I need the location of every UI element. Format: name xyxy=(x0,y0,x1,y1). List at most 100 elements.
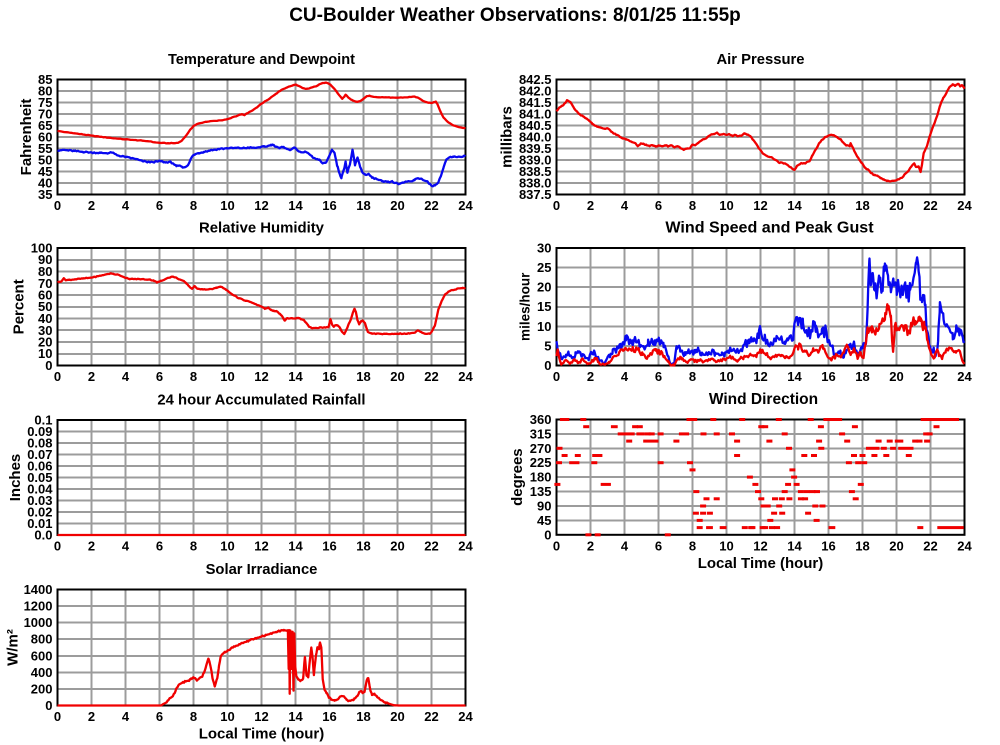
svg-text:4: 4 xyxy=(122,539,130,554)
svg-text:16: 16 xyxy=(322,539,336,554)
svg-text:1200: 1200 xyxy=(24,599,53,614)
svg-text:6: 6 xyxy=(655,198,662,213)
svg-text:8: 8 xyxy=(689,538,696,553)
svg-text:315: 315 xyxy=(530,426,552,441)
svg-text:400: 400 xyxy=(31,665,53,680)
svg-text:0: 0 xyxy=(54,709,61,724)
svg-text:0: 0 xyxy=(553,369,560,384)
svg-text:30: 30 xyxy=(38,323,52,338)
svg-text:1400: 1400 xyxy=(24,582,53,597)
svg-text:60: 60 xyxy=(38,130,52,145)
svg-text:25: 25 xyxy=(537,260,551,275)
svg-text:80: 80 xyxy=(38,264,52,279)
svg-text:22: 22 xyxy=(424,539,438,554)
svg-text:0: 0 xyxy=(544,358,551,373)
svg-text:Inches: Inches xyxy=(7,454,24,502)
svg-text:16: 16 xyxy=(322,709,336,724)
svg-text:10: 10 xyxy=(220,369,234,384)
svg-text:45: 45 xyxy=(38,164,52,179)
svg-text:12: 12 xyxy=(254,369,268,384)
svg-text:0.06: 0.06 xyxy=(27,459,52,474)
svg-text:18: 18 xyxy=(356,198,370,213)
svg-text:10: 10 xyxy=(719,538,733,553)
svg-text:4: 4 xyxy=(621,538,629,553)
svg-text:24: 24 xyxy=(957,198,972,213)
svg-text:6: 6 xyxy=(156,369,163,384)
svg-text:0.02: 0.02 xyxy=(27,505,52,520)
svg-text:12: 12 xyxy=(254,539,268,554)
svg-text:85: 85 xyxy=(38,72,52,87)
svg-text:2: 2 xyxy=(587,198,594,213)
svg-text:0.1: 0.1 xyxy=(34,413,52,428)
svg-text:8: 8 xyxy=(190,539,197,554)
svg-text:20: 20 xyxy=(889,538,903,553)
svg-text:841.0: 841.0 xyxy=(519,107,552,122)
svg-text:8: 8 xyxy=(190,198,197,213)
svg-text:20: 20 xyxy=(889,198,903,213)
svg-text:Wind Speed and Peak Gust: Wind Speed and Peak Gust xyxy=(665,219,874,237)
svg-text:20: 20 xyxy=(390,369,404,384)
svg-text:22: 22 xyxy=(424,369,438,384)
svg-text:35: 35 xyxy=(38,187,52,202)
svg-text:842.5: 842.5 xyxy=(519,72,552,87)
svg-text:180: 180 xyxy=(530,470,552,485)
svg-text:18: 18 xyxy=(855,538,869,553)
svg-text:840.0: 840.0 xyxy=(519,130,552,145)
svg-text:22: 22 xyxy=(923,198,937,213)
svg-text:24: 24 xyxy=(957,538,972,553)
svg-text:0: 0 xyxy=(54,198,61,213)
svg-text:20: 20 xyxy=(390,198,404,213)
svg-text:24: 24 xyxy=(458,369,473,384)
svg-text:6: 6 xyxy=(655,538,662,553)
svg-text:0: 0 xyxy=(45,358,52,373)
svg-text:45: 45 xyxy=(537,513,551,528)
svg-text:Air Pressure: Air Pressure xyxy=(716,52,804,68)
svg-text:12: 12 xyxy=(753,369,767,384)
svg-text:10: 10 xyxy=(537,319,551,334)
svg-text:90: 90 xyxy=(38,252,52,267)
svg-text:0: 0 xyxy=(553,538,560,553)
svg-text:16: 16 xyxy=(821,369,835,384)
svg-text:0.09: 0.09 xyxy=(27,424,52,439)
svg-text:millibars: millibars xyxy=(499,106,516,168)
svg-text:Percent: Percent xyxy=(11,279,28,334)
svg-text:0: 0 xyxy=(553,198,560,213)
svg-text:0.08: 0.08 xyxy=(27,436,52,451)
svg-text:Solar Irradiance: Solar Irradiance xyxy=(206,562,318,578)
svg-text:270: 270 xyxy=(530,441,552,456)
svg-text:1000: 1000 xyxy=(24,615,53,630)
svg-text:24: 24 xyxy=(458,198,473,213)
svg-text:14: 14 xyxy=(787,369,802,384)
svg-text:8: 8 xyxy=(689,198,696,213)
svg-text:838.0: 838.0 xyxy=(519,176,552,191)
svg-text:2: 2 xyxy=(88,709,95,724)
svg-text:W/m²: W/m² xyxy=(5,629,22,666)
svg-text:12: 12 xyxy=(753,538,767,553)
svg-text:14: 14 xyxy=(787,538,802,553)
svg-text:20: 20 xyxy=(889,369,903,384)
svg-text:90: 90 xyxy=(537,499,551,514)
svg-text:6: 6 xyxy=(156,198,163,213)
svg-text:0: 0 xyxy=(544,527,551,542)
svg-text:degrees: degrees xyxy=(509,448,526,506)
svg-text:840.5: 840.5 xyxy=(519,118,552,133)
svg-text:225: 225 xyxy=(530,455,552,470)
svg-text:12: 12 xyxy=(254,709,268,724)
svg-text:18: 18 xyxy=(855,198,869,213)
svg-text:80: 80 xyxy=(38,84,52,99)
svg-text:15: 15 xyxy=(537,299,551,314)
svg-text:0.0: 0.0 xyxy=(34,528,52,543)
svg-text:24: 24 xyxy=(458,539,473,554)
svg-text:16: 16 xyxy=(821,198,835,213)
svg-text:30: 30 xyxy=(537,241,551,256)
svg-text:55: 55 xyxy=(38,141,52,156)
svg-text:0.03: 0.03 xyxy=(27,493,52,508)
svg-text:842.0: 842.0 xyxy=(519,84,552,99)
svg-text:22: 22 xyxy=(923,369,937,384)
svg-text:600: 600 xyxy=(31,648,53,663)
svg-text:10: 10 xyxy=(38,346,52,361)
svg-text:0.01: 0.01 xyxy=(27,516,52,531)
svg-text:70: 70 xyxy=(38,276,52,291)
svg-text:2: 2 xyxy=(88,369,95,384)
svg-text:2: 2 xyxy=(88,198,95,213)
